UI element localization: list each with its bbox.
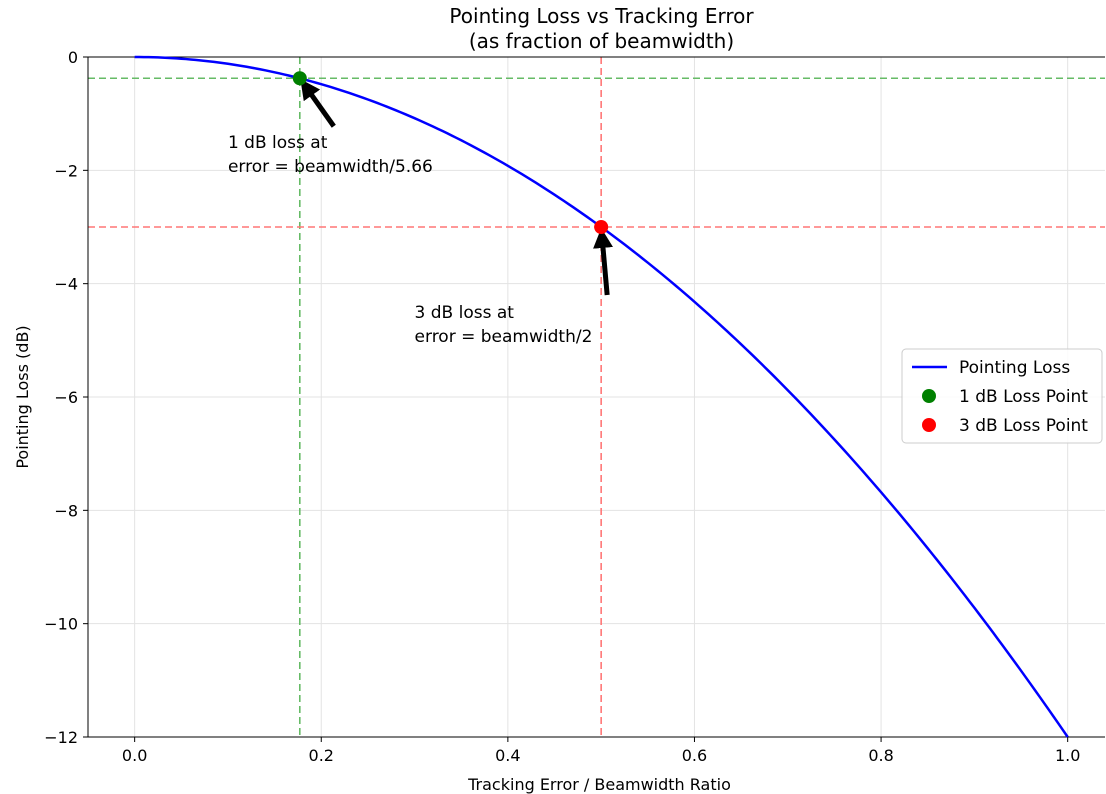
x-tick-label: 0.8 [868,746,893,765]
three-db-loss-point [594,220,609,234]
x-tick-label: 0.2 [309,746,334,765]
chart-title: (as fraction of beamwidth) [469,29,734,53]
legend-entry-label: Pointing Loss [959,358,1070,378]
y-tick-label: −10 [44,615,78,634]
x-tick-label: 0.6 [682,746,707,765]
legend-marker-swatch [922,418,936,432]
annotation-arrow [300,79,336,128]
x-axis-label: Tracking Error / Beamwidth Ratio [467,775,731,794]
y-tick-label: 0 [68,48,78,67]
y-axis-label: Pointing Loss (dB) [13,325,32,468]
annotation-1db-text: 1 dB loss at [228,133,328,153]
annotation-arrow [593,227,613,296]
x-tick-label: 1.0 [1055,746,1080,765]
annotation-1db-text: error = beamwidth/5.66 [228,157,433,177]
chart-title: Pointing Loss vs Tracking Error [449,4,754,28]
x-tick-label: 0.0 [122,746,147,765]
legend-box [901,348,1103,444]
annotation-3db-text: 3 dB loss at [415,303,515,323]
x-tick-label: 0.4 [495,746,520,765]
y-tick-label: −8 [54,501,78,520]
y-tick-label: −6 [54,388,78,407]
one-db-loss-point [292,71,307,86]
y-tick-label: −4 [54,275,78,294]
legend-entry-label: 3 dB Loss Point [959,416,1088,436]
annotation-3db-text: error = beamwidth/2 [415,327,593,347]
legend-entry-label: 1 dB Loss Point [959,387,1088,407]
legend-marker-swatch [922,389,936,403]
y-tick-label: −2 [54,161,78,180]
y-tick-label: −12 [44,728,78,747]
